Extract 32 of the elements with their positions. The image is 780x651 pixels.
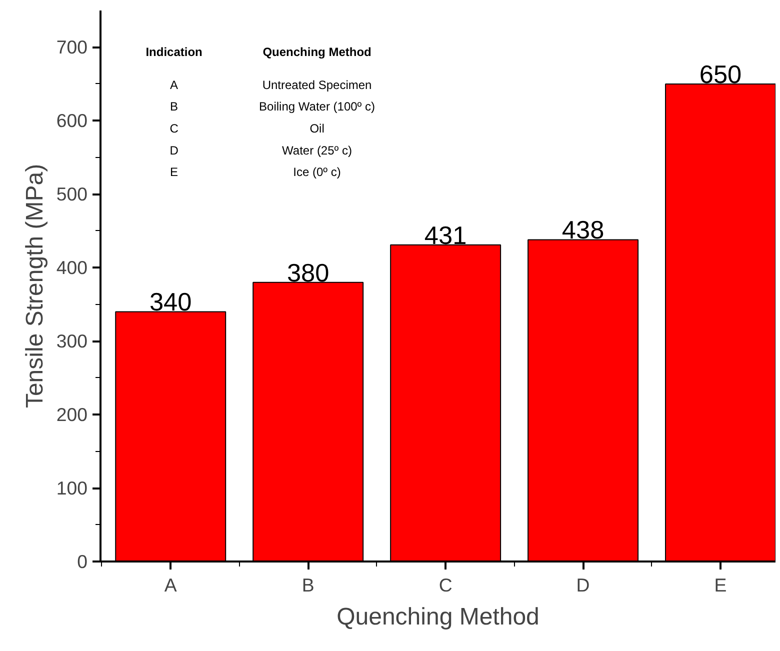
data-label: 438 <box>562 216 604 245</box>
y-tick-label: 200 <box>56 404 88 426</box>
x-axis-title: Quenching Method <box>336 604 540 630</box>
y-tick-label: 100 <box>56 478 88 499</box>
annotation: B <box>170 100 178 114</box>
annotation: C <box>170 122 179 136</box>
y-tick-label: 600 <box>56 110 88 132</box>
annotation: Boiling Water (100º c) <box>259 100 376 114</box>
y-tick-label: 700 <box>56 36 88 58</box>
annotation: A <box>170 78 178 92</box>
y-tick-label: 500 <box>56 184 88 205</box>
x-tick-label: B <box>302 574 314 596</box>
annotation: Quenching Method <box>262 45 372 60</box>
annotation: E <box>170 165 178 180</box>
y-tick-label: 300 <box>56 330 88 352</box>
y-axis-title: Tensile Strength (MPa) <box>21 164 48 408</box>
annotation: Water (25º c) <box>282 143 352 158</box>
x-tick-label: D <box>576 574 590 596</box>
annotation: Ice (0º c) <box>293 165 341 180</box>
x-tick-label: A <box>164 574 178 596</box>
data-label: 431 <box>424 222 467 250</box>
y-tick-label: 400 <box>56 257 88 278</box>
annotation: Indication <box>146 45 202 60</box>
data-label: 340 <box>149 288 192 317</box>
annotation: Untreated Specimen <box>262 78 372 92</box>
x-tick-label: C <box>438 574 452 596</box>
x-tick-label: E <box>714 574 727 596</box>
y-tick-label: 0 <box>77 551 88 572</box>
data-label: 380 <box>286 259 330 288</box>
annotation: D <box>170 143 179 158</box>
annotation: Oil <box>310 122 324 136</box>
data-label: 650 <box>699 60 742 89</box>
